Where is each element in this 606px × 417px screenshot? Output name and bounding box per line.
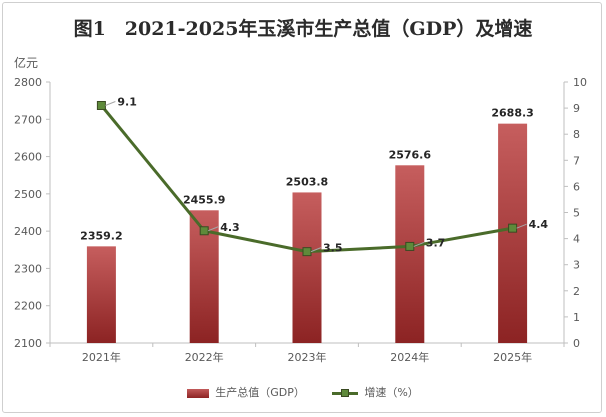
- bar-gdp: [498, 123, 528, 344]
- bar-data-label: 2359.2: [80, 229, 122, 242]
- y-left-tick-label: 2500: [14, 188, 42, 201]
- y-right-tick-label: 10: [573, 76, 587, 89]
- y-left-tick-label: 2100: [14, 337, 42, 350]
- y-left-tick-label: 2300: [14, 262, 42, 275]
- y-right-tick-label: 4: [573, 233, 580, 246]
- chart-title: 图1 2021-2025年玉溪市生产总值（GDP）及增速: [73, 18, 533, 40]
- growth-marker: [508, 223, 518, 233]
- y-left-tick-label: 2400: [14, 225, 42, 238]
- y-right-tick-label: 7: [573, 154, 580, 167]
- growth-label-leader: [516, 223, 527, 229]
- x-tick-label: 2025年: [493, 350, 532, 364]
- growth-marker: [96, 100, 106, 110]
- y-right-tick-label: 8: [573, 128, 580, 141]
- y-left-tick-label: 2600: [14, 151, 42, 164]
- y-right-tick-label: 5: [573, 207, 580, 220]
- legend-swatch-gdp: [187, 388, 210, 398]
- growth-data-label: 3.5: [323, 242, 343, 255]
- legend-item-gdp: 生产总值（GDP）: [187, 384, 305, 400]
- growth-label-leader: [413, 241, 424, 247]
- bar-data-label: 2576.6: [389, 148, 432, 161]
- y-right-tick-label: 1: [573, 311, 580, 324]
- bar-data-label: 2455.9: [183, 193, 225, 206]
- y-right-tick-label: 6: [573, 180, 580, 193]
- y-left-tick-label: 2800: [14, 76, 42, 89]
- bar-gdp: [86, 246, 116, 343]
- y-right-tick-label: 2: [573, 285, 580, 298]
- x-tick-label: 2024年: [390, 350, 429, 364]
- growth-label-leader: [105, 101, 116, 106]
- bar-gdp: [395, 165, 425, 343]
- x-tick-label: 2022年: [185, 350, 224, 364]
- growth-label-leader: [208, 226, 219, 232]
- bar-data-label: 2503.8: [286, 175, 328, 188]
- left-axis-unit: 亿元: [14, 56, 39, 70]
- growth-marker: [405, 241, 415, 251]
- y-left-tick-label: 2700: [14, 113, 42, 126]
- chart-legend: 生产总值（GDP） 增速（%）: [0, 384, 606, 400]
- y-left-tick-label: 2200: [14, 300, 42, 313]
- bar-data-label: 2688.3: [491, 107, 533, 120]
- growth-label-leader: [310, 247, 322, 253]
- legend-label-growth: 增速（%）: [364, 386, 419, 399]
- x-tick-label: 2021年: [82, 350, 121, 364]
- growth-marker: [302, 247, 312, 257]
- growth-data-label: 3.7: [426, 236, 446, 249]
- growth-data-label: 9.1: [117, 95, 136, 108]
- bar-gdp: [292, 192, 322, 343]
- growth-marker: [199, 226, 209, 236]
- y-right-tick-label: 9: [573, 102, 580, 115]
- legend-swatch-growth: [332, 388, 359, 398]
- legend-item-growth: 增速（%）: [332, 384, 419, 400]
- x-tick-label: 2023年: [288, 350, 327, 364]
- legend-label-gdp: 生产总值（GDP）: [215, 386, 305, 399]
- growth-data-label: 4.3: [220, 221, 240, 234]
- y-right-tick-label: 0: [573, 337, 580, 350]
- y-right-tick-label: 3: [573, 259, 580, 272]
- growth-data-label: 4.4: [529, 218, 549, 231]
